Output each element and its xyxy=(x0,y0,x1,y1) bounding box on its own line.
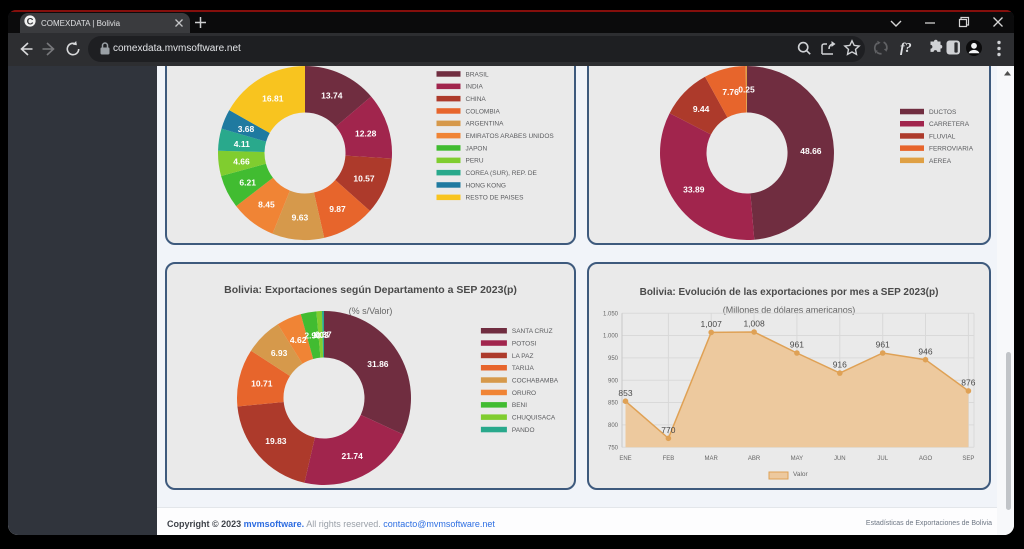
svg-text:CHUQUISACA: CHUQUISACA xyxy=(512,415,556,422)
svg-text:1.050: 1.050 xyxy=(603,311,619,317)
svg-text:MAY: MAY xyxy=(791,456,804,462)
svg-text:1,008: 1,008 xyxy=(743,319,765,329)
svg-text:INDIA: INDIA xyxy=(466,84,484,91)
svg-text:JUL: JUL xyxy=(877,456,888,462)
svg-text:12.28: 12.28 xyxy=(355,129,377,139)
svg-text:AGO: AGO xyxy=(919,456,933,462)
svg-text:ORURO: ORURO xyxy=(512,390,536,397)
svg-text:19.83: 19.83 xyxy=(265,436,287,446)
svg-text:TARIJA: TARIJA xyxy=(512,365,535,372)
svg-text:916: 916 xyxy=(833,360,847,370)
svg-text:COREA (SUR), REP. DE: COREA (SUR), REP. DE xyxy=(466,170,538,177)
svg-text:BENI: BENI xyxy=(512,402,527,409)
svg-text:1,007: 1,007 xyxy=(701,319,723,329)
svg-text:ABR: ABR xyxy=(748,456,761,462)
svg-text:ARGENTINA: ARGENTINA xyxy=(466,121,505,128)
svg-text:C: C xyxy=(27,16,34,27)
svg-text:COCHABAMBA: COCHABAMBA xyxy=(512,378,559,385)
svg-text:770: 770 xyxy=(661,425,675,435)
svg-text:PERU: PERU xyxy=(466,158,484,165)
svg-text:33.89: 33.89 xyxy=(683,184,705,194)
svg-text:SEP: SEP xyxy=(962,456,974,462)
svg-text:FERROVIARIA: FERROVIARIA xyxy=(929,146,974,153)
svg-text:1.000: 1.000 xyxy=(603,334,619,340)
svg-text:13.74: 13.74 xyxy=(321,91,343,101)
svg-text:JAPON: JAPON xyxy=(466,145,488,152)
svg-text:CARRETERA: CARRETERA xyxy=(929,121,970,128)
svg-text:BRASIL: BRASIL xyxy=(466,71,490,78)
svg-text:9.44: 9.44 xyxy=(693,104,710,114)
svg-text:4.62: 4.62 xyxy=(290,335,307,345)
svg-text:Valor: Valor xyxy=(793,471,809,478)
svg-text:LA PAZ: LA PAZ xyxy=(512,353,534,360)
svg-text:853: 853 xyxy=(618,388,632,398)
svg-text:750: 750 xyxy=(608,445,619,451)
svg-text:7.76: 7.76 xyxy=(722,87,739,97)
svg-text:COLOMBIA: COLOMBIA xyxy=(466,108,501,115)
svg-text:PANDO: PANDO xyxy=(512,427,535,434)
svg-text:0.37: 0.37 xyxy=(315,330,332,340)
svg-text:1.03: 1.03 xyxy=(312,330,329,340)
svg-text:CHINA: CHINA xyxy=(466,96,487,103)
svg-text:961: 961 xyxy=(876,340,890,350)
svg-text:950: 950 xyxy=(608,356,619,362)
svg-text:31.86: 31.86 xyxy=(367,359,389,369)
svg-text:946: 946 xyxy=(918,346,932,356)
svg-text:850: 850 xyxy=(608,401,619,407)
svg-text:f?: f? xyxy=(900,41,912,56)
svg-text:21.74: 21.74 xyxy=(342,451,364,461)
svg-text:DUCTOS: DUCTOS xyxy=(929,109,957,116)
svg-text:0.25: 0.25 xyxy=(738,85,755,95)
svg-text:800: 800 xyxy=(608,423,619,429)
svg-text:RESTO DE PAISES: RESTO DE PAISES xyxy=(466,195,525,202)
svg-text:876: 876 xyxy=(961,378,975,388)
svg-text:JUN: JUN xyxy=(834,456,846,462)
svg-text:961: 961 xyxy=(790,340,804,350)
svg-text:4.66: 4.66 xyxy=(233,156,250,166)
svg-text:6.21: 6.21 xyxy=(239,177,256,187)
svg-text:4.11: 4.11 xyxy=(234,139,250,149)
svg-text:FLUVIAL: FLUVIAL xyxy=(929,133,956,140)
svg-text:SANTA CRUZ: SANTA CRUZ xyxy=(512,328,553,335)
svg-text:9.63: 9.63 xyxy=(292,213,309,223)
svg-text:8.45: 8.45 xyxy=(258,200,275,210)
svg-text:ENE: ENE xyxy=(619,456,631,462)
svg-text:2.90: 2.90 xyxy=(304,331,321,341)
svg-text:HONG KONG: HONG KONG xyxy=(466,182,506,189)
svg-text:3.68: 3.68 xyxy=(238,124,255,134)
svg-text:POTOSI: POTOSI xyxy=(512,341,537,348)
svg-text:48.66: 48.66 xyxy=(800,146,822,156)
svg-text:10.71: 10.71 xyxy=(251,379,273,389)
svg-text:6.93: 6.93 xyxy=(271,348,288,358)
svg-text:900: 900 xyxy=(608,378,619,384)
svg-text:9.87: 9.87 xyxy=(329,204,346,214)
svg-text:EMIRATOS ARABES UNIDOS: EMIRATOS ARABES UNIDOS xyxy=(466,133,555,140)
svg-text:10.57: 10.57 xyxy=(353,173,375,183)
svg-text:16.81: 16.81 xyxy=(262,93,284,103)
svg-text:MAR: MAR xyxy=(705,456,719,462)
svg-text:AEREA: AEREA xyxy=(929,158,952,165)
svg-text:FEB: FEB xyxy=(663,456,675,462)
